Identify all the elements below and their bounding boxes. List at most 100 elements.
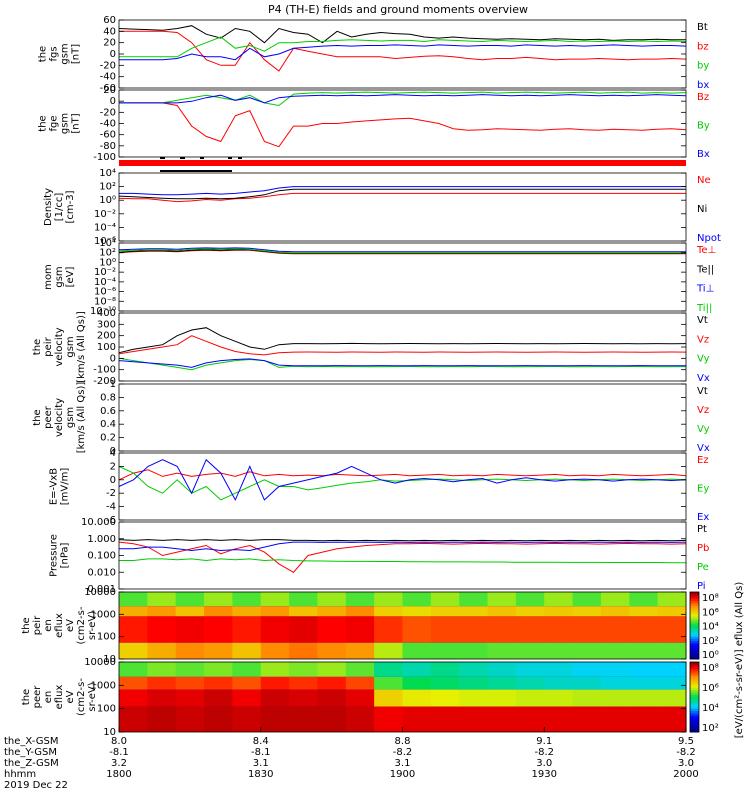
y-tick-label: 10⁻⁴	[94, 222, 116, 233]
spectrogram-cell	[232, 706, 262, 732]
spectrogram-cell	[119, 616, 148, 643]
spectrogram-cell	[629, 592, 659, 607]
y-tick-label: -100	[93, 365, 116, 376]
colorbar-frame	[689, 661, 700, 733]
panel-peer_vel: 1 0.8 0.6 0.4 0.2 0 thepeervelocitygsm[km/s (A…	[32, 379, 710, 457]
spectrogram-cell	[119, 689, 148, 707]
spectrogram-cell	[317, 642, 347, 659]
spectrogram-cell	[260, 706, 290, 732]
y-tick-label: 1	[110, 379, 116, 390]
y-tick-label: 0.2	[100, 433, 116, 444]
x-tick-label: 9.1	[536, 736, 552, 747]
spectrogram-cell	[317, 592, 347, 607]
series-line-Ti⊥	[118, 247, 686, 253]
spectrogram-cell	[260, 616, 290, 643]
spectrogram-cell	[544, 606, 574, 617]
spectrogram-cell	[544, 616, 574, 643]
spectrogram-cell	[487, 616, 517, 643]
colorbar-cell	[690, 605, 699, 609]
x-row-label: the_X-GSM	[4, 736, 58, 747]
spectrogram-cell	[402, 642, 432, 659]
spectrogram-cell	[515, 689, 545, 707]
panel-frame	[118, 452, 687, 521]
panel-density: 10⁴ 10² 10⁰ 10⁻² 10⁻⁴ 10⁻⁶ Density[1/cc][cm-3]…	[43, 168, 721, 247]
spectrogram-cell	[657, 606, 687, 617]
chart-title: P4 (TH-E) fields and ground moments over…	[268, 3, 528, 16]
y-tick-label: 10.000	[81, 517, 116, 528]
colorbar-cell	[690, 623, 699, 626]
colorbar-cell	[690, 612, 699, 615]
spectrogram-cell	[204, 689, 233, 707]
spectrogram-cell	[629, 642, 659, 659]
y-tick-label: 10000	[84, 587, 116, 598]
spectrogram-cell	[600, 676, 630, 690]
spectrogram-cell	[459, 676, 489, 690]
y-tick-label: -20	[100, 60, 116, 71]
colorbar-cell	[690, 680, 699, 684]
legend-Ne: Ne	[697, 175, 711, 186]
y-axis-label: Density[1/cc][cm-3]	[43, 188, 76, 226]
spectrogram-cell	[629, 676, 659, 690]
spectrogram-cell	[289, 676, 319, 690]
spectrogram-cell	[317, 676, 347, 690]
y-tick-label: 10⁻¹⁰	[90, 306, 116, 317]
series-line-Vy	[118, 357, 687, 371]
spectrogram-cell	[600, 606, 630, 617]
spectrogram-cell	[232, 662, 262, 677]
y-tick-label: -200	[93, 376, 116, 387]
spectrogram-cell	[345, 592, 375, 607]
spectrogram-cell	[515, 642, 545, 659]
series-line-Pi	[119, 541, 687, 552]
y-tick-label: 0	[110, 353, 116, 364]
spectrogram-cell	[487, 706, 517, 732]
colorbar-cell	[690, 656, 699, 660]
spectrogram-cell	[119, 706, 148, 732]
spectrogram-cell	[119, 662, 148, 677]
spectrogram-cell	[289, 689, 319, 707]
spectrogram-cell	[345, 616, 375, 643]
colorbar-cell	[690, 629, 699, 633]
spectrogram-cell	[175, 606, 205, 617]
x-tick-label: 8.4	[253, 736, 269, 747]
spectrogram-cell	[374, 676, 404, 690]
colorbar-cell	[690, 650, 699, 653]
spectrogram-cell	[147, 592, 177, 607]
spectrogram-cell	[600, 662, 630, 677]
colorbar-cell	[690, 596, 699, 600]
spectrogram-cell	[317, 606, 347, 617]
colorbar-cell	[690, 697, 699, 700]
spectrogram-cell	[657, 642, 687, 659]
legend-Bx: Bx	[697, 149, 710, 160]
spectrogram-cell	[147, 662, 177, 677]
legend-Bz: Bz	[697, 92, 709, 103]
y-tick-label: 0.010	[87, 567, 116, 578]
legend-Pe: Pe	[697, 562, 709, 573]
legend-by: by	[697, 61, 709, 72]
legend-Vz: Vz	[697, 334, 709, 345]
spectrogram-cell	[487, 592, 517, 607]
colorbar-cell	[690, 607, 699, 611]
colorbar-cell	[690, 678, 699, 682]
y-tick-label: 0	[110, 49, 116, 60]
date-label: 2019 Dec 22	[4, 780, 68, 791]
spectrogram-cell	[402, 592, 432, 607]
y-axis-label: thepeirvelocitygsm[km/s (All Qs)]	[32, 311, 87, 383]
y-axis-label: thefgsgsm[nT]	[38, 43, 82, 64]
series-line-Bz	[119, 102, 687, 148]
colorbar-cell	[690, 627, 699, 631]
x-row-label: hhmm	[4, 769, 36, 780]
panel-efield: 4 2 0 -2 -4 -6 E=-VxB[mV/m] Ez Ey Ex	[49, 448, 710, 526]
spectrogram-cell	[260, 592, 290, 607]
panels: 6040200-20-40-60thefgsgsm[nT]Btbzbybx200…	[21, 15, 745, 738]
x-tick-label: 1900	[390, 769, 415, 780]
spectrogram-cell	[147, 642, 177, 659]
spectrogram-cell	[232, 676, 262, 690]
spectrogram-cell	[204, 706, 233, 732]
spectrogram-cell	[657, 662, 687, 677]
y-axis-label: Pressure[nPa]	[49, 534, 71, 577]
x-tick-label: -8.2	[676, 747, 696, 758]
spectrogram-cell	[430, 706, 460, 732]
panel-frame	[118, 19, 687, 89]
spectrogram-cell	[317, 662, 347, 677]
x-tick-label: 3.0	[536, 758, 552, 769]
